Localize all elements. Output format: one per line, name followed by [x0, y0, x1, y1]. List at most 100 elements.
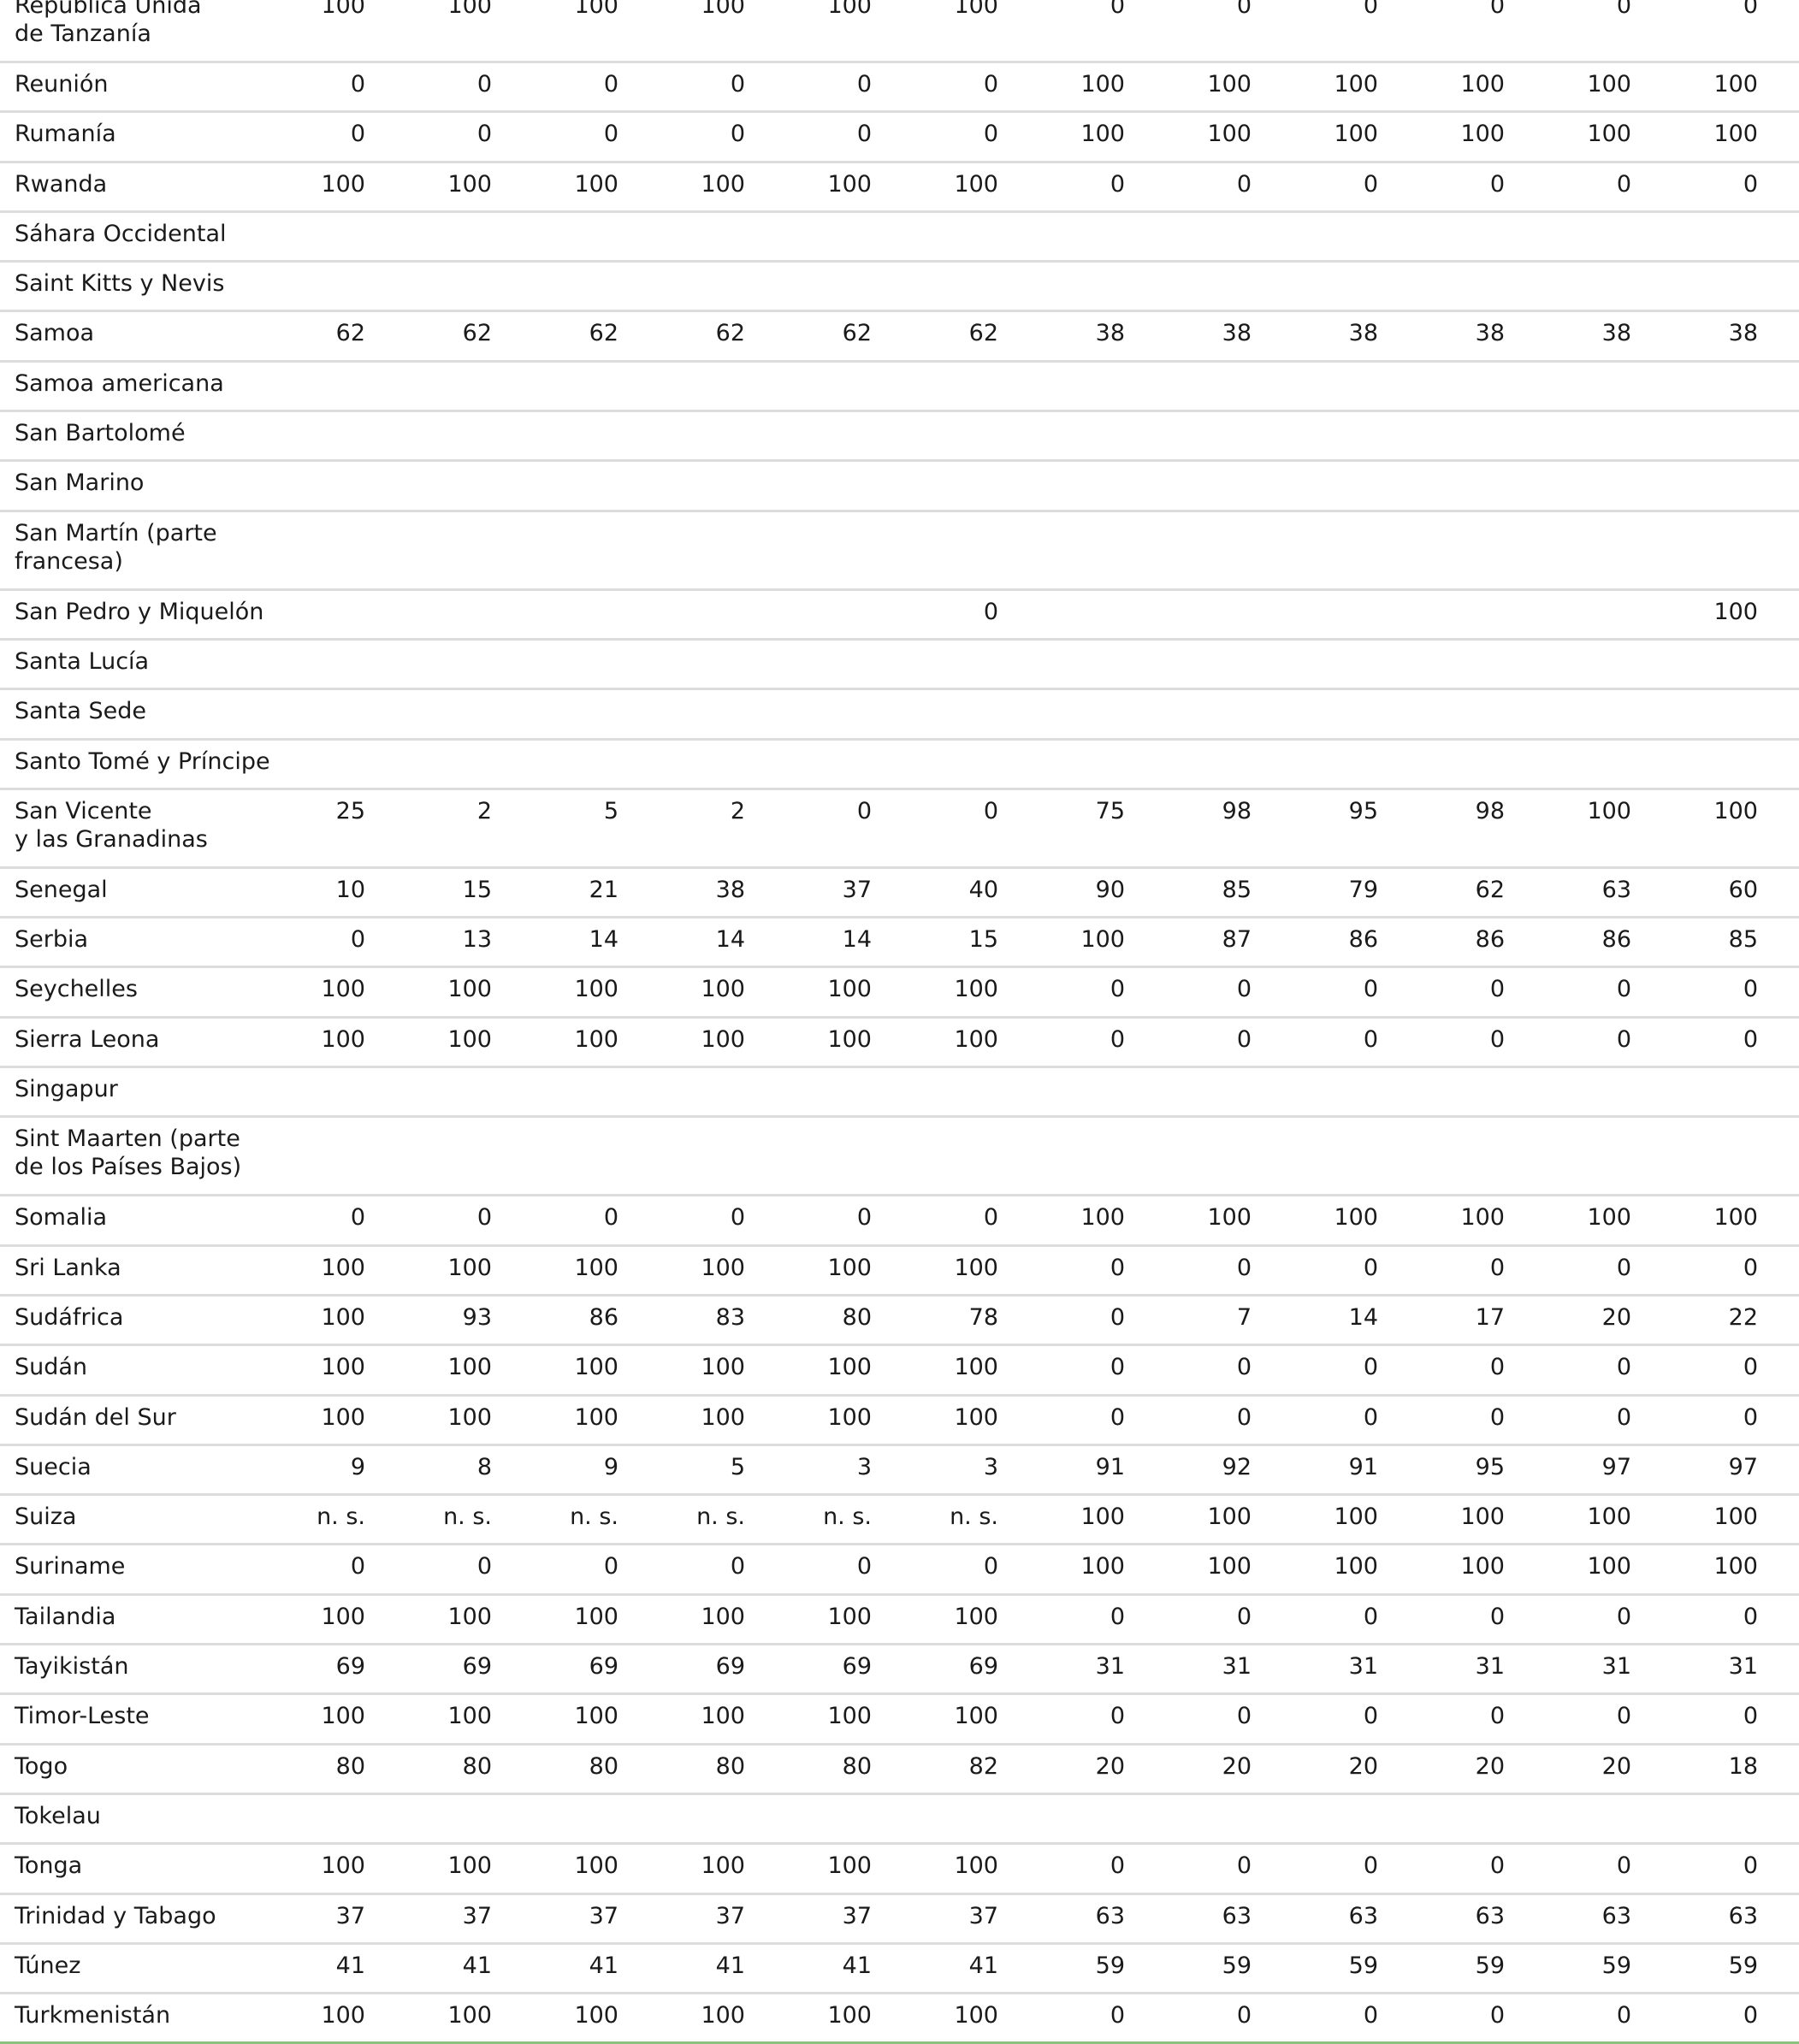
- table-cell: 86: [1601, 926, 1631, 954]
- table-cell: [1166, 213, 1293, 260]
- table-cell: [1166, 462, 1293, 509]
- table-cell: 100: [1713, 1503, 1758, 1531]
- table-cell: 100: [954, 1703, 998, 1730]
- table-cell: [786, 462, 913, 509]
- table-row: Suiza n. s. n. s. n. s. n. s. n. s. n. s. 100 10…: [0, 1496, 1799, 1546]
- table-cell: 31: [1728, 1653, 1758, 1681]
- table-cell: 100: [1587, 1553, 1631, 1580]
- country-name: Santa Lucía: [15, 647, 150, 675]
- table-cell: 100: [1713, 1553, 1758, 1580]
- table-cell: [1039, 741, 1166, 788]
- table-cell: 0: [1236, 1403, 1252, 1431]
- table-cell: 62: [462, 320, 492, 347]
- table-cell: 0: [1110, 2002, 1125, 2029]
- table-cell: 0: [730, 1204, 745, 1232]
- table-cell: 100: [1334, 71, 1378, 97]
- table-cell: 0: [1743, 1354, 1758, 1381]
- table-cell: 100: [1587, 1204, 1631, 1232]
- table-cell: [1293, 263, 1419, 310]
- table-cell: [533, 1795, 660, 1842]
- table-cell: [1419, 213, 1546, 260]
- table-cell: 100: [954, 1354, 998, 1381]
- table-cell: 37: [842, 1902, 872, 1929]
- table-cell: 86: [1348, 926, 1378, 954]
- table-cell: [406, 1068, 533, 1115]
- table-cell: 59: [1095, 1952, 1125, 1979]
- table-cell: [280, 591, 406, 638]
- table-cell: [1039, 512, 1166, 588]
- table-cell: 0: [1616, 0, 1631, 19]
- table-cell: 0: [730, 71, 745, 97]
- table-cell: 100: [1207, 121, 1252, 148]
- table-row: Sierra Leona 100 100 100 100 100 100 0 0 0 0 0 0: [0, 1019, 1799, 1069]
- table-cell: 21: [589, 876, 618, 903]
- table-cell: 41: [335, 1952, 365, 1979]
- table-cell: 100: [1460, 1553, 1505, 1580]
- table-cell: [1672, 412, 1799, 459]
- table-cell: [1166, 512, 1293, 588]
- table-cell: 37: [335, 1902, 365, 1929]
- table-cell: [1419, 641, 1546, 688]
- table-cell: 0: [1110, 976, 1125, 1003]
- table-cell: 15: [968, 926, 998, 954]
- table-cell: 100: [1334, 1503, 1378, 1531]
- table-cell: 0: [856, 1204, 872, 1232]
- table-cell: 100: [447, 1025, 492, 1053]
- table-cell: [913, 512, 1039, 588]
- table-cell: 0: [983, 121, 998, 148]
- table-cell: 0: [1236, 1354, 1252, 1381]
- table-cell: [280, 1118, 406, 1194]
- table-row: Suriname 0 0 0 0 0 0 100 100 100 100 100 100: [0, 1545, 1799, 1596]
- table-cell: 100: [701, 1025, 745, 1053]
- table-cell: [1166, 263, 1293, 310]
- table-cell: 0: [1616, 1025, 1631, 1053]
- table-cell: 100: [954, 1852, 998, 1880]
- table-row: Santo Tomé y Príncipe: [0, 741, 1799, 790]
- table-cell: 0: [1489, 1354, 1505, 1381]
- table-cell: 0: [1363, 2002, 1378, 2029]
- table-cell: [1293, 213, 1419, 260]
- table-cell: [913, 263, 1039, 310]
- table-cell: 0: [1363, 1703, 1378, 1730]
- country-name: República Unida de Tanzanía: [15, 0, 202, 47]
- table-row: Túnez 41 41 41 41 41 41 59 59 59 59 59 59: [0, 1945, 1799, 1995]
- country-name: Santa Sede: [15, 698, 147, 725]
- country-name: Seychelles: [15, 976, 138, 1003]
- table-cell: 0: [1236, 1254, 1252, 1281]
- country-name: Tailandia: [15, 1603, 116, 1630]
- table-cell: [1546, 1795, 1672, 1842]
- table-cell: 5: [730, 1453, 745, 1480]
- table-cell: 0: [1236, 170, 1252, 198]
- table-cell: [1039, 1795, 1166, 1842]
- table-cell: [1672, 1795, 1799, 1842]
- country-name: Sáhara Occidental: [15, 220, 227, 247]
- table-row: Singapur: [0, 1068, 1799, 1119]
- table-cell: [786, 1068, 913, 1115]
- country-name: Turkmenistán: [15, 2002, 171, 2029]
- table-cell: 31: [1222, 1653, 1252, 1681]
- country-name: Sri Lanka: [15, 1254, 121, 1281]
- table-cell: [1672, 263, 1799, 310]
- table-cell: [660, 690, 786, 737]
- table-cell: [533, 462, 660, 509]
- table-cell: 0: [1489, 1403, 1505, 1431]
- table-row: Sri Lanka 100 100 100 100 100 100 0 0 0 0 0 0: [0, 1247, 1799, 1297]
- table-cell: 0: [856, 1553, 872, 1580]
- table-cell: [1293, 363, 1419, 410]
- table-cell: 14: [842, 926, 872, 954]
- table-cell: 0: [1743, 1852, 1758, 1880]
- table-cell: 100: [827, 1354, 872, 1381]
- table-cell: 10: [335, 876, 365, 903]
- country-name: Togo: [15, 1752, 68, 1780]
- table-cell: 0: [1489, 1025, 1505, 1053]
- table-cell: [1039, 263, 1166, 310]
- table-cell: 100: [1080, 121, 1125, 148]
- table-cell: 37: [462, 1902, 492, 1929]
- table-cell: 9: [603, 1453, 618, 1480]
- table-cell: [1166, 1118, 1293, 1194]
- table-row: Rwanda 100 100 100 100 100 100 0 0 0 0 0 0: [0, 163, 1799, 213]
- table-cell: [1293, 462, 1419, 509]
- table-cell: [660, 1118, 786, 1194]
- table-cell: 0: [1489, 2002, 1505, 2029]
- country-name: Sierra Leona: [15, 1025, 160, 1053]
